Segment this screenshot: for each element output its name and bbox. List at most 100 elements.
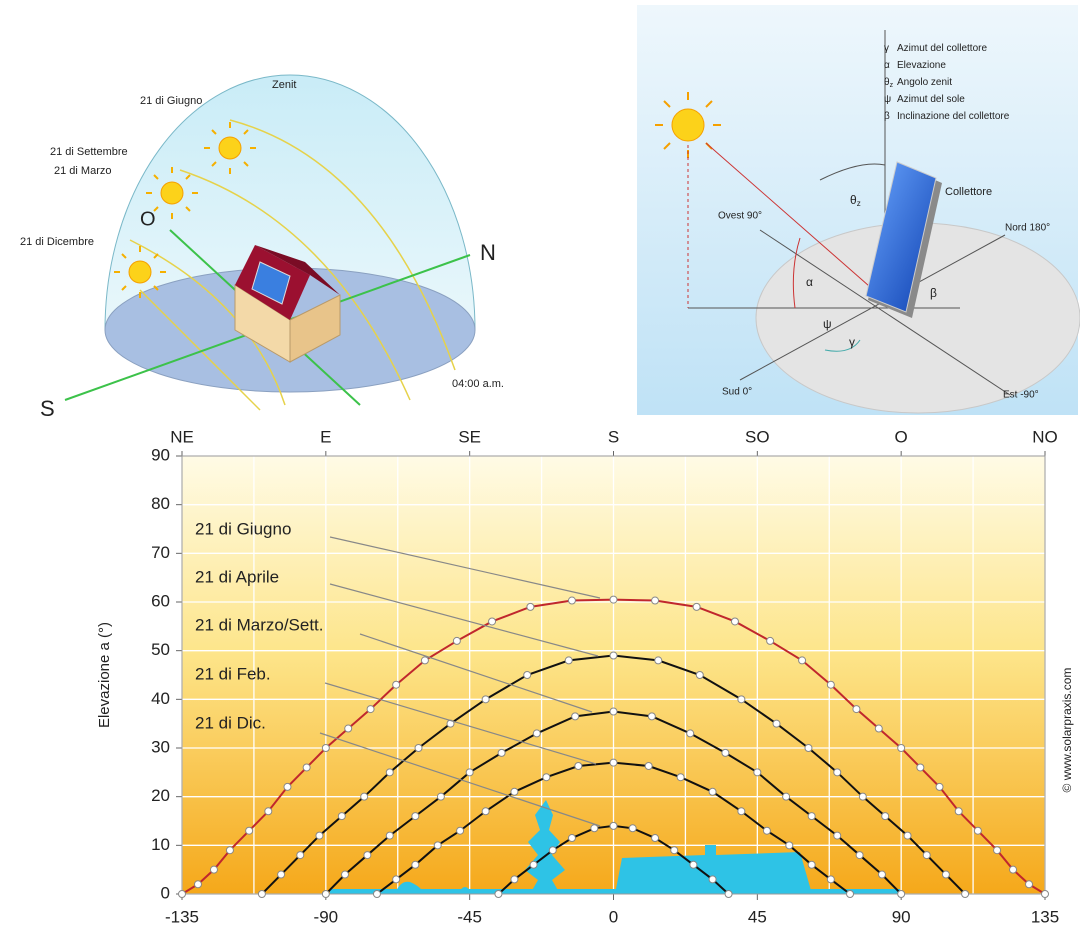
data-point xyxy=(226,847,233,854)
y-tick-label: 30 xyxy=(151,737,170,756)
angle-label: β xyxy=(930,286,937,300)
data-point xyxy=(808,813,815,820)
data-point xyxy=(1010,866,1017,873)
data-point xyxy=(495,891,502,898)
series-label: 21 di Aprile xyxy=(195,567,279,586)
data-point xyxy=(709,788,716,795)
data-point xyxy=(652,835,659,842)
y-axis-label: Elevazione a (°) xyxy=(96,622,113,728)
x-tick-label: -135 xyxy=(165,907,199,926)
data-point xyxy=(773,720,780,727)
data-point xyxy=(421,657,428,664)
symbol: γ xyxy=(884,43,889,54)
data-point xyxy=(575,763,582,770)
data-point xyxy=(853,706,860,713)
data-point xyxy=(568,597,575,604)
data-point xyxy=(533,730,540,737)
label: Collettore xyxy=(945,186,992,198)
data-point xyxy=(303,764,310,771)
data-point xyxy=(875,725,882,732)
sun xyxy=(672,109,704,141)
data-point xyxy=(648,713,655,720)
data-point xyxy=(690,861,697,868)
x-tick-label: 0 xyxy=(609,907,618,926)
x2-tick-label: SE xyxy=(458,427,481,446)
data-point xyxy=(722,749,729,756)
legend-text: Azimut del collettore xyxy=(897,43,987,54)
label: O xyxy=(140,208,156,230)
y-tick-label: 90 xyxy=(151,445,170,464)
y-tick-label: 20 xyxy=(151,786,170,805)
label: Ovest 90° xyxy=(718,211,762,222)
sun-dome-diagram: Zenit 21 di Giugno 21 di Settembre 21 di… xyxy=(20,75,504,421)
data-point xyxy=(677,774,684,781)
data-point xyxy=(565,657,572,664)
credit: © www.solarpraxis.com xyxy=(1060,668,1074,793)
data-point xyxy=(524,672,531,679)
y-tick-label: 10 xyxy=(151,835,170,854)
data-point xyxy=(210,866,217,873)
data-point xyxy=(994,847,1001,854)
data-point xyxy=(345,725,352,732)
data-point xyxy=(859,793,866,800)
label: 21 di Giugno xyxy=(140,95,202,107)
data-point xyxy=(527,603,534,610)
legend-text: Angolo zenit xyxy=(897,77,952,88)
data-point xyxy=(687,730,694,737)
data-point xyxy=(482,696,489,703)
legend-text: Azimut del sole xyxy=(897,94,965,105)
label: Sud 0° xyxy=(722,387,752,398)
data-point xyxy=(338,813,345,820)
x2-tick-label: NO xyxy=(1032,427,1058,446)
data-point xyxy=(1042,891,1049,898)
angle-label: α xyxy=(806,275,813,289)
data-point xyxy=(878,871,885,878)
label: S xyxy=(40,396,55,421)
y-tick-label: 0 xyxy=(161,883,170,902)
angle-label: ψ xyxy=(823,317,832,331)
y-tick-label: 70 xyxy=(151,543,170,562)
data-point xyxy=(827,876,834,883)
data-point xyxy=(610,596,617,603)
data-point xyxy=(696,672,703,679)
subscript: z xyxy=(857,199,861,208)
data-point xyxy=(808,861,815,868)
data-point xyxy=(847,891,854,898)
x2-tick-label: S xyxy=(608,427,619,446)
data-point xyxy=(511,788,518,795)
data-point xyxy=(856,852,863,859)
symbol: ψ xyxy=(884,94,891,105)
figure: Zenit 21 di Giugno 21 di Settembre 21 di… xyxy=(0,0,1080,939)
data-point xyxy=(923,852,930,859)
data-point xyxy=(962,891,969,898)
data-point xyxy=(731,618,738,625)
data-point xyxy=(367,706,374,713)
data-point xyxy=(386,832,393,839)
data-point xyxy=(437,793,444,800)
x2-tick-label: SO xyxy=(745,427,770,446)
label: 21 di Marzo xyxy=(54,165,111,177)
label: 21 di Settembre xyxy=(50,146,128,158)
series-label: 21 di Dic. xyxy=(195,713,266,732)
label: 04:00 a.m. xyxy=(452,378,504,390)
data-point xyxy=(917,764,924,771)
subscript: z xyxy=(890,82,894,89)
legend-item: γ Azimut del collettore xyxy=(884,43,987,54)
data-point xyxy=(342,871,349,878)
data-point xyxy=(799,657,806,664)
data-point xyxy=(610,652,617,659)
data-point xyxy=(393,681,400,688)
data-point xyxy=(364,852,371,859)
y-tick-label: 40 xyxy=(151,689,170,708)
data-point xyxy=(466,769,473,776)
data-point xyxy=(568,835,575,842)
x-tick-label: -45 xyxy=(457,907,482,926)
data-point xyxy=(738,808,745,815)
y-tick-label: 50 xyxy=(151,640,170,659)
data-point xyxy=(629,825,636,832)
data-point xyxy=(412,813,419,820)
data-point xyxy=(898,891,905,898)
data-point xyxy=(412,861,419,868)
